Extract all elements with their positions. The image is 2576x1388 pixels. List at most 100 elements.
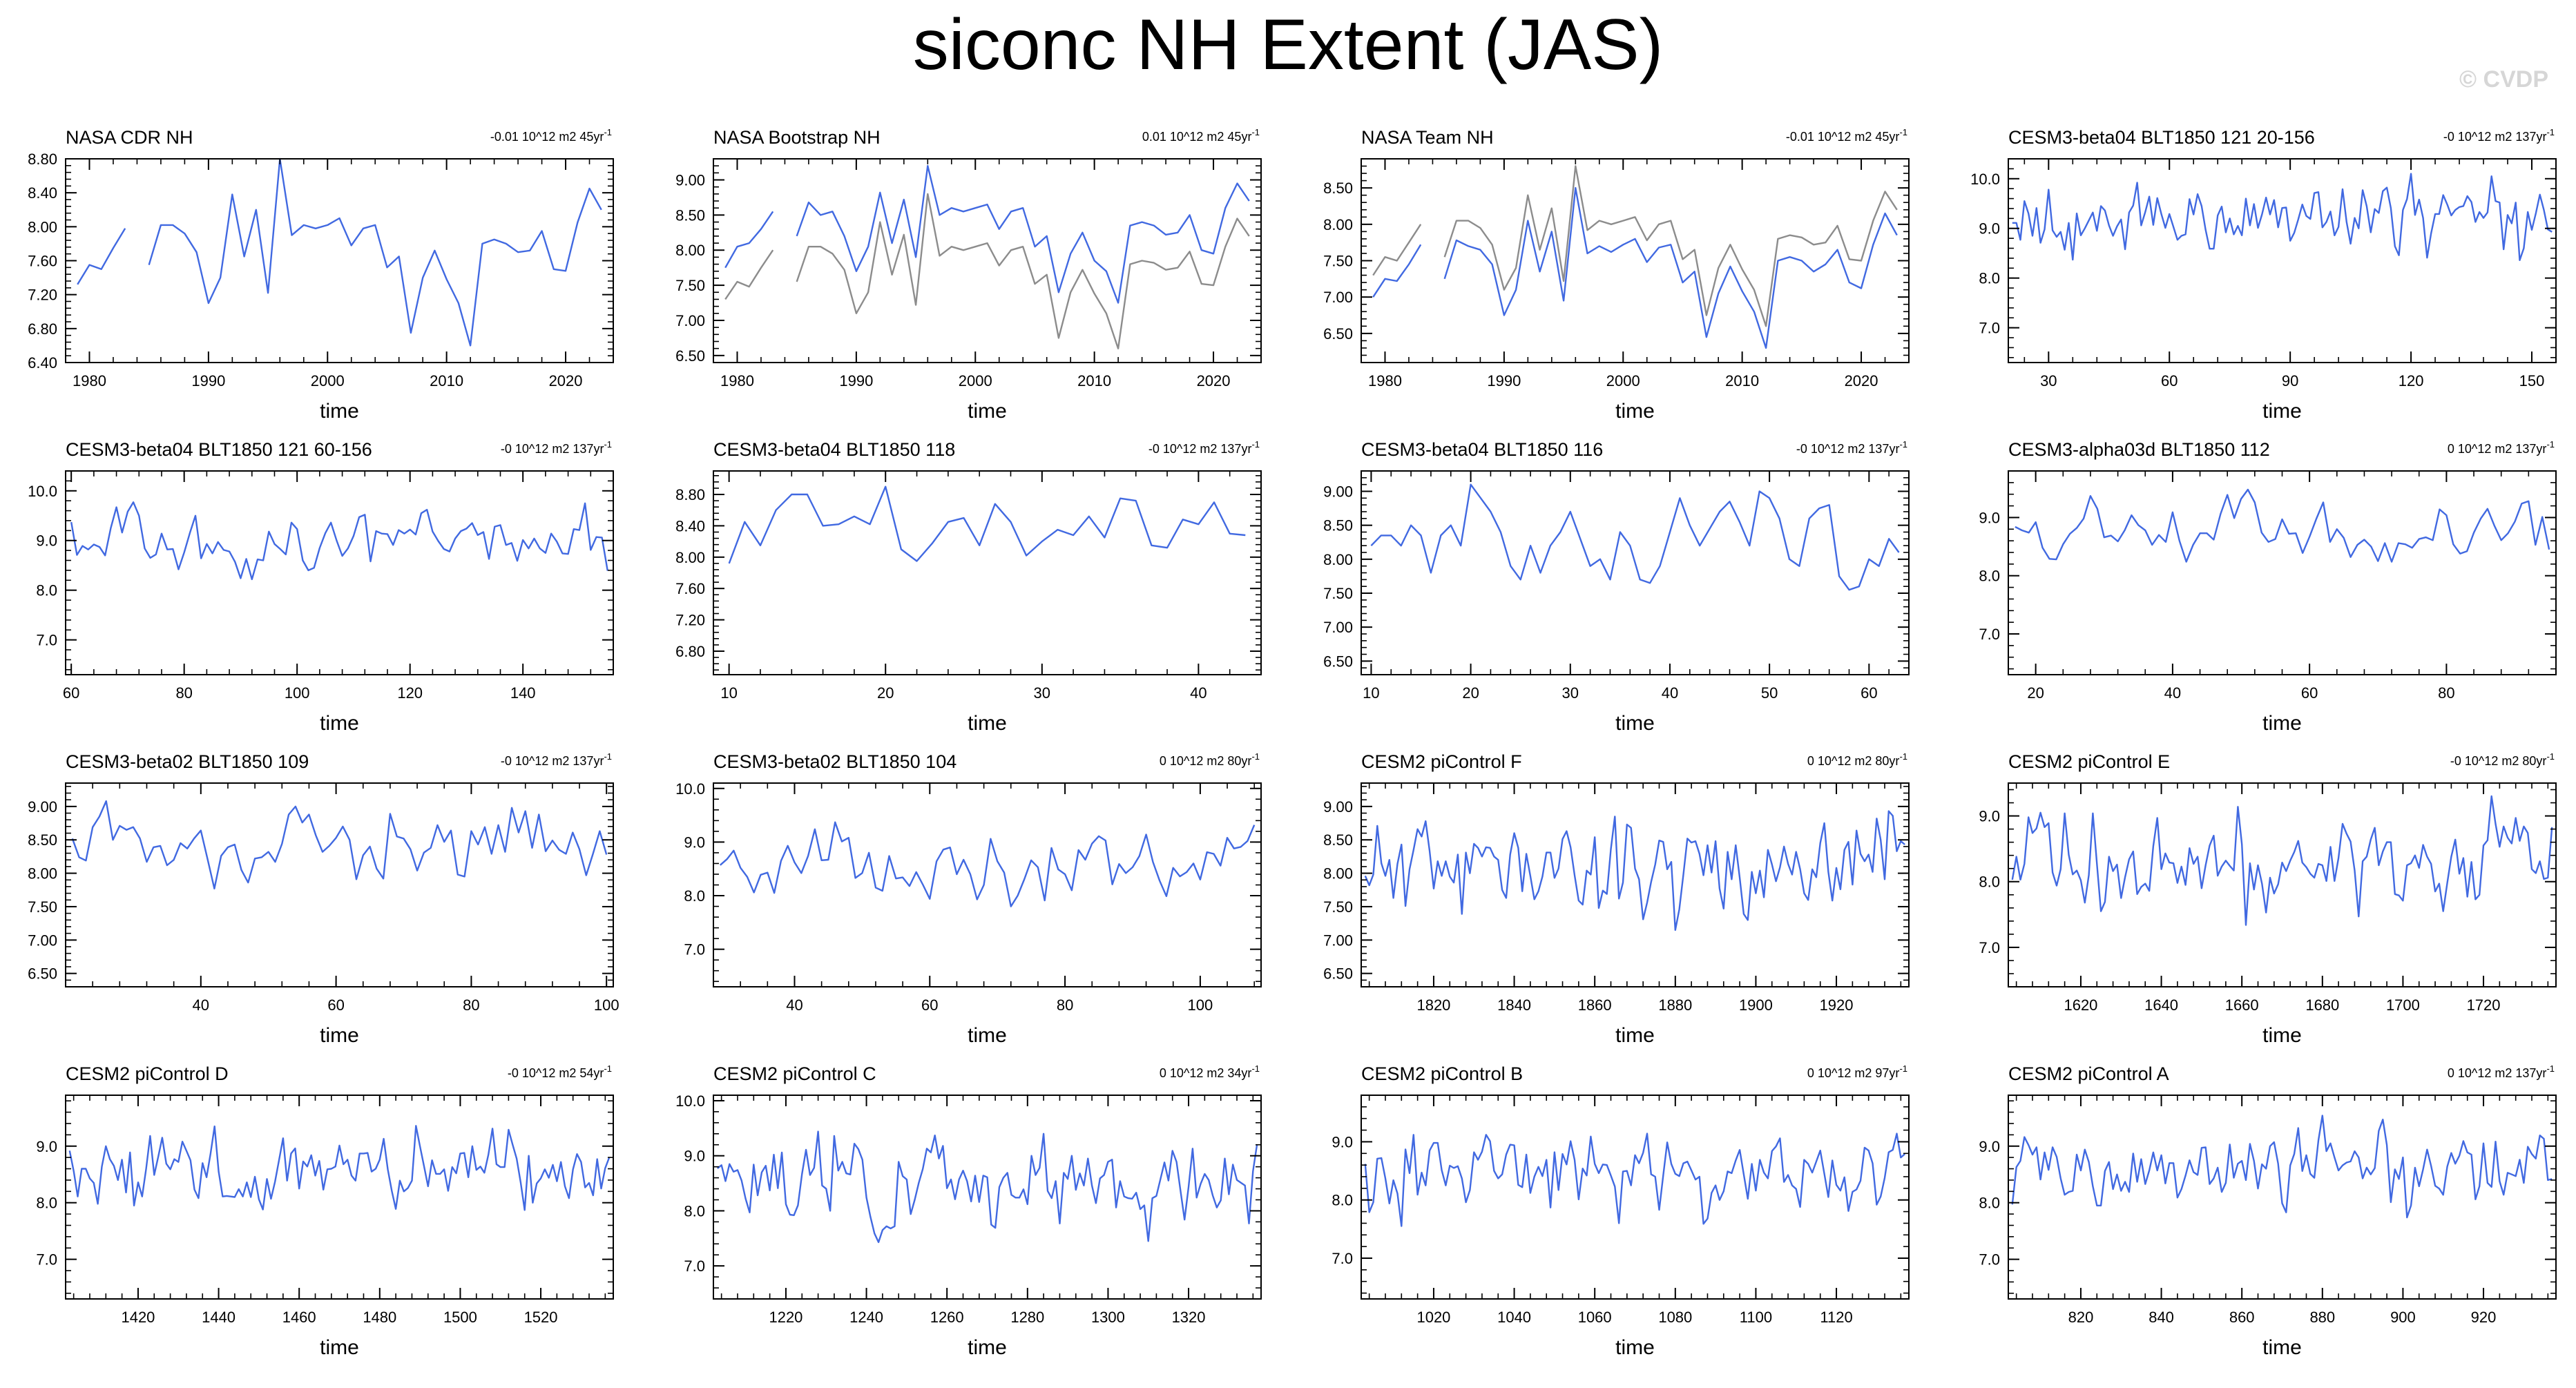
y-tick-label: 8.0	[1979, 270, 2000, 287]
x-tick-label: 1640	[2144, 996, 2178, 1014]
y-tick-label: 7.0	[684, 941, 705, 958]
y-tick-label: 8.0	[684, 1202, 705, 1220]
x-tick-label: 1040	[1497, 1309, 1531, 1326]
trend-label: -0 10^12 m2 54yr-1	[508, 1063, 612, 1080]
y-tick-label: 9.00	[1323, 483, 1353, 501]
y-tick-label: 6.40	[28, 354, 57, 372]
y-tick-label: 9.0	[1979, 808, 2000, 825]
y-tick-label: 9.0	[1979, 1138, 2000, 1155]
plot-frame	[2008, 1095, 2557, 1300]
y-tick-label: 8.80	[28, 151, 57, 168]
x-tick-label: 2010	[1725, 372, 1759, 389]
plot-frame	[1361, 158, 1910, 363]
y-tick-label: 8.0	[1979, 1195, 2000, 1212]
y-tick-label: 8.00	[28, 865, 57, 883]
x-tick-label: 1980	[720, 372, 754, 389]
x-axis-label: time	[2262, 1336, 2302, 1359]
x-tick-label: 1060	[1578, 1309, 1612, 1326]
trend-label: -0 10^12 m2 137yr-1	[1148, 439, 1260, 456]
series-line	[70, 501, 608, 581]
x-axis-label: time	[1615, 1336, 1655, 1359]
trend-label: -0 10^12 m2 80yr-1	[2450, 751, 2555, 768]
x-tick-label: 2000	[311, 372, 345, 389]
trend-label: 0 10^12 m2 80yr-1	[1807, 751, 1907, 768]
chart-panel: NASA Bootstrap NH 0.01 10^12 m2 45yr-1 198…	[675, 127, 1262, 423]
x-tick-label: 880	[2309, 1309, 2335, 1326]
y-tick-label: 7.50	[1323, 898, 1353, 916]
x-tick-label: 1700	[2386, 996, 2420, 1014]
x-tick-label: 2020	[1845, 372, 1878, 389]
x-tick-label: 2000	[959, 372, 992, 389]
x-tick-label: 150	[2519, 372, 2545, 389]
x-tick-label: 1840	[1497, 996, 1531, 1014]
x-tick-label: 2020	[549, 372, 583, 389]
plot-frame	[713, 470, 1262, 675]
x-tick-label: 60	[2161, 372, 2178, 389]
y-tick-label: 9.0	[684, 833, 705, 851]
y-tick-label: 10.0	[675, 780, 705, 798]
x-tick-label: 1460	[282, 1309, 316, 1326]
y-tick-label: 6.50	[1323, 325, 1353, 343]
x-tick-label: 1440	[202, 1309, 236, 1326]
trend-label: 0 10^12 m2 80yr-1	[1160, 751, 1260, 768]
plot-frame	[2008, 158, 2557, 363]
x-tick-label: 1100	[1740, 1309, 1772, 1326]
panel-title: CESM2 piControl C	[713, 1063, 876, 1084]
panel-title: CESM2 piControl F	[1361, 751, 1522, 772]
panel-title: CESM3-beta02 BLT1850 109	[66, 751, 309, 772]
y-tick-label: 9.00	[675, 172, 705, 189]
x-tick-label: 1320	[1172, 1309, 1206, 1326]
y-tick-label: 7.20	[28, 287, 57, 304]
chart-panel: CESM3-beta04 BLT1850 121 20-156 -0 10^12 …	[1970, 127, 2557, 423]
x-tick-label: 40	[2164, 684, 2181, 702]
y-tick-label: 8.50	[675, 206, 705, 224]
plot-frame	[1361, 470, 1910, 675]
plot-frame	[2008, 782, 2557, 987]
y-tick-label: 9.0	[1332, 1133, 1353, 1150]
x-tick-label: 1480	[363, 1309, 396, 1326]
series-line	[1443, 186, 1898, 349]
y-tick-label: 8.00	[1323, 865, 1353, 883]
y-tick-label: 7.0	[1979, 1251, 2000, 1269]
x-tick-label: 1120	[1820, 1309, 1852, 1326]
x-tick-label: 2010	[1077, 372, 1111, 389]
x-tick-label: 80	[1057, 996, 1073, 1014]
trend-label: 0 10^12 m2 137yr-1	[2448, 439, 2555, 456]
x-tick-label: 1990	[1487, 372, 1521, 389]
series-line	[720, 821, 1256, 907]
x-tick-label: 1240	[849, 1309, 883, 1326]
series-line	[68, 1125, 611, 1211]
x-axis-label: time	[2262, 1024, 2302, 1047]
x-tick-label: 80	[2438, 684, 2454, 702]
x-tick-label: 1660	[2225, 996, 2259, 1014]
x-tick-label: 100	[285, 684, 310, 702]
x-tick-label: 20	[2027, 684, 2044, 702]
x-tick-label: 60	[63, 684, 79, 702]
x-tick-label: 20	[1462, 684, 1479, 702]
chart-panel: CESM2 piControl B 0 10^12 m2 97yr-1 1020 10…	[1332, 1063, 1910, 1359]
x-tick-label: 1220	[769, 1309, 802, 1326]
x-tick-label: 2020	[1197, 372, 1231, 389]
x-tick-label: 1880	[1658, 996, 1692, 1014]
trend-label: 0 10^12 m2 34yr-1	[1160, 1063, 1260, 1080]
y-tick-label: 7.00	[675, 312, 705, 329]
y-tick-label: 7.00	[28, 932, 57, 949]
x-tick-label: 1990	[191, 372, 225, 389]
chart-panel: CESM3-beta02 BLT1850 104 0 10^12 m2 80yr-…	[675, 751, 1262, 1047]
x-tick-label: 1280	[1010, 1309, 1044, 1326]
panel-title: CESM2 piControl E	[2008, 751, 2170, 772]
y-tick-label: 8.0	[1979, 568, 2000, 585]
y-tick-label: 6.50	[1323, 653, 1353, 670]
x-tick-label: 1980	[1368, 372, 1402, 389]
y-tick-label: 7.00	[1323, 619, 1353, 636]
x-tick-label: 10	[720, 684, 737, 702]
y-tick-label: 6.50	[1323, 965, 1353, 983]
y-tick-label: 8.50	[1323, 517, 1353, 534]
obs-series-line	[1372, 224, 1422, 276]
plot-frame	[713, 1095, 1262, 1300]
trend-label: 0 10^12 m2 97yr-1	[1807, 1063, 1907, 1080]
y-tick-label: 10.0	[675, 1092, 705, 1110]
y-tick-label: 6.80	[675, 643, 705, 660]
x-axis-label: time	[320, 1024, 359, 1047]
trend-label: -0 10^12 m2 137yr-1	[501, 439, 612, 456]
